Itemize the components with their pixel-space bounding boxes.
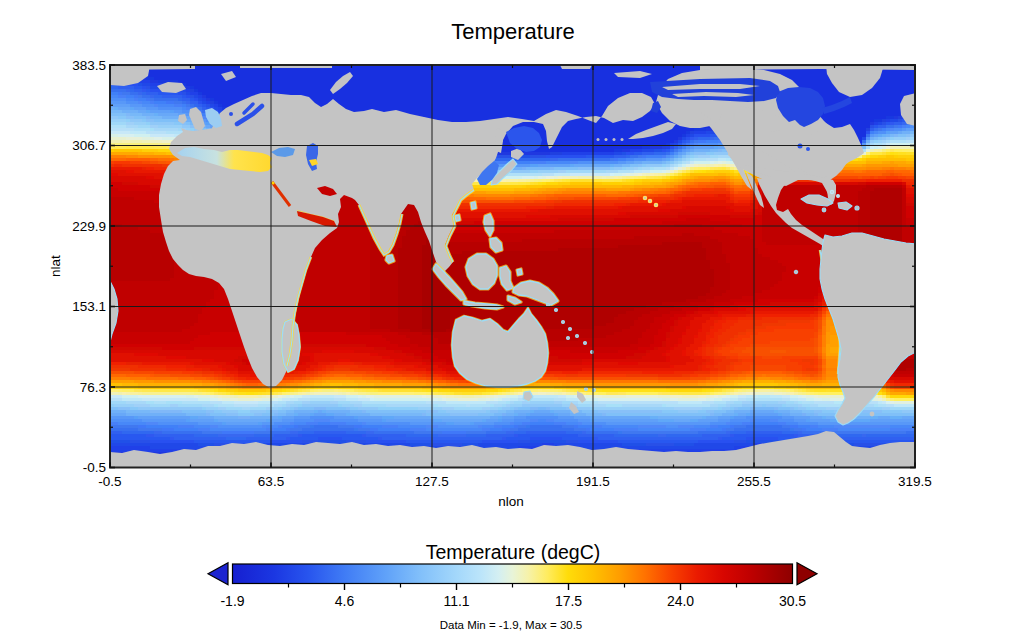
svg-text:319.5: 319.5 — [898, 474, 932, 489]
svg-text:306.7: 306.7 — [72, 138, 106, 153]
svg-text:30.5: 30.5 — [779, 593, 806, 609]
svg-text:-1.9: -1.9 — [220, 593, 244, 609]
svg-text:17.5: 17.5 — [555, 593, 582, 609]
svg-text:Temperature (degC): Temperature (degC) — [426, 541, 601, 563]
svg-text:-0.5: -0.5 — [98, 474, 121, 489]
svg-text:24.0: 24.0 — [667, 593, 694, 609]
svg-text:76.3: 76.3 — [80, 380, 106, 395]
svg-text:4.6: 4.6 — [335, 593, 355, 609]
svg-text:383.5: 383.5 — [72, 58, 106, 73]
svg-text:127.5: 127.5 — [415, 474, 449, 489]
svg-text:Data Min = -1.9, Max = 30.5: Data Min = -1.9, Max = 30.5 — [440, 619, 583, 631]
svg-text:153.1: 153.1 — [72, 299, 106, 314]
svg-text:11.1: 11.1 — [443, 593, 469, 609]
svg-text:nlon: nlon — [498, 494, 524, 509]
svg-text:255.5: 255.5 — [737, 474, 771, 489]
svg-text:Temperature: Temperature — [451, 19, 575, 44]
svg-text:nlat: nlat — [48, 255, 63, 277]
svg-text:191.5: 191.5 — [576, 474, 610, 489]
svg-text:229.9: 229.9 — [72, 219, 106, 234]
svg-text:-0.5: -0.5 — [83, 460, 106, 475]
svg-text:63.5: 63.5 — [258, 474, 284, 489]
